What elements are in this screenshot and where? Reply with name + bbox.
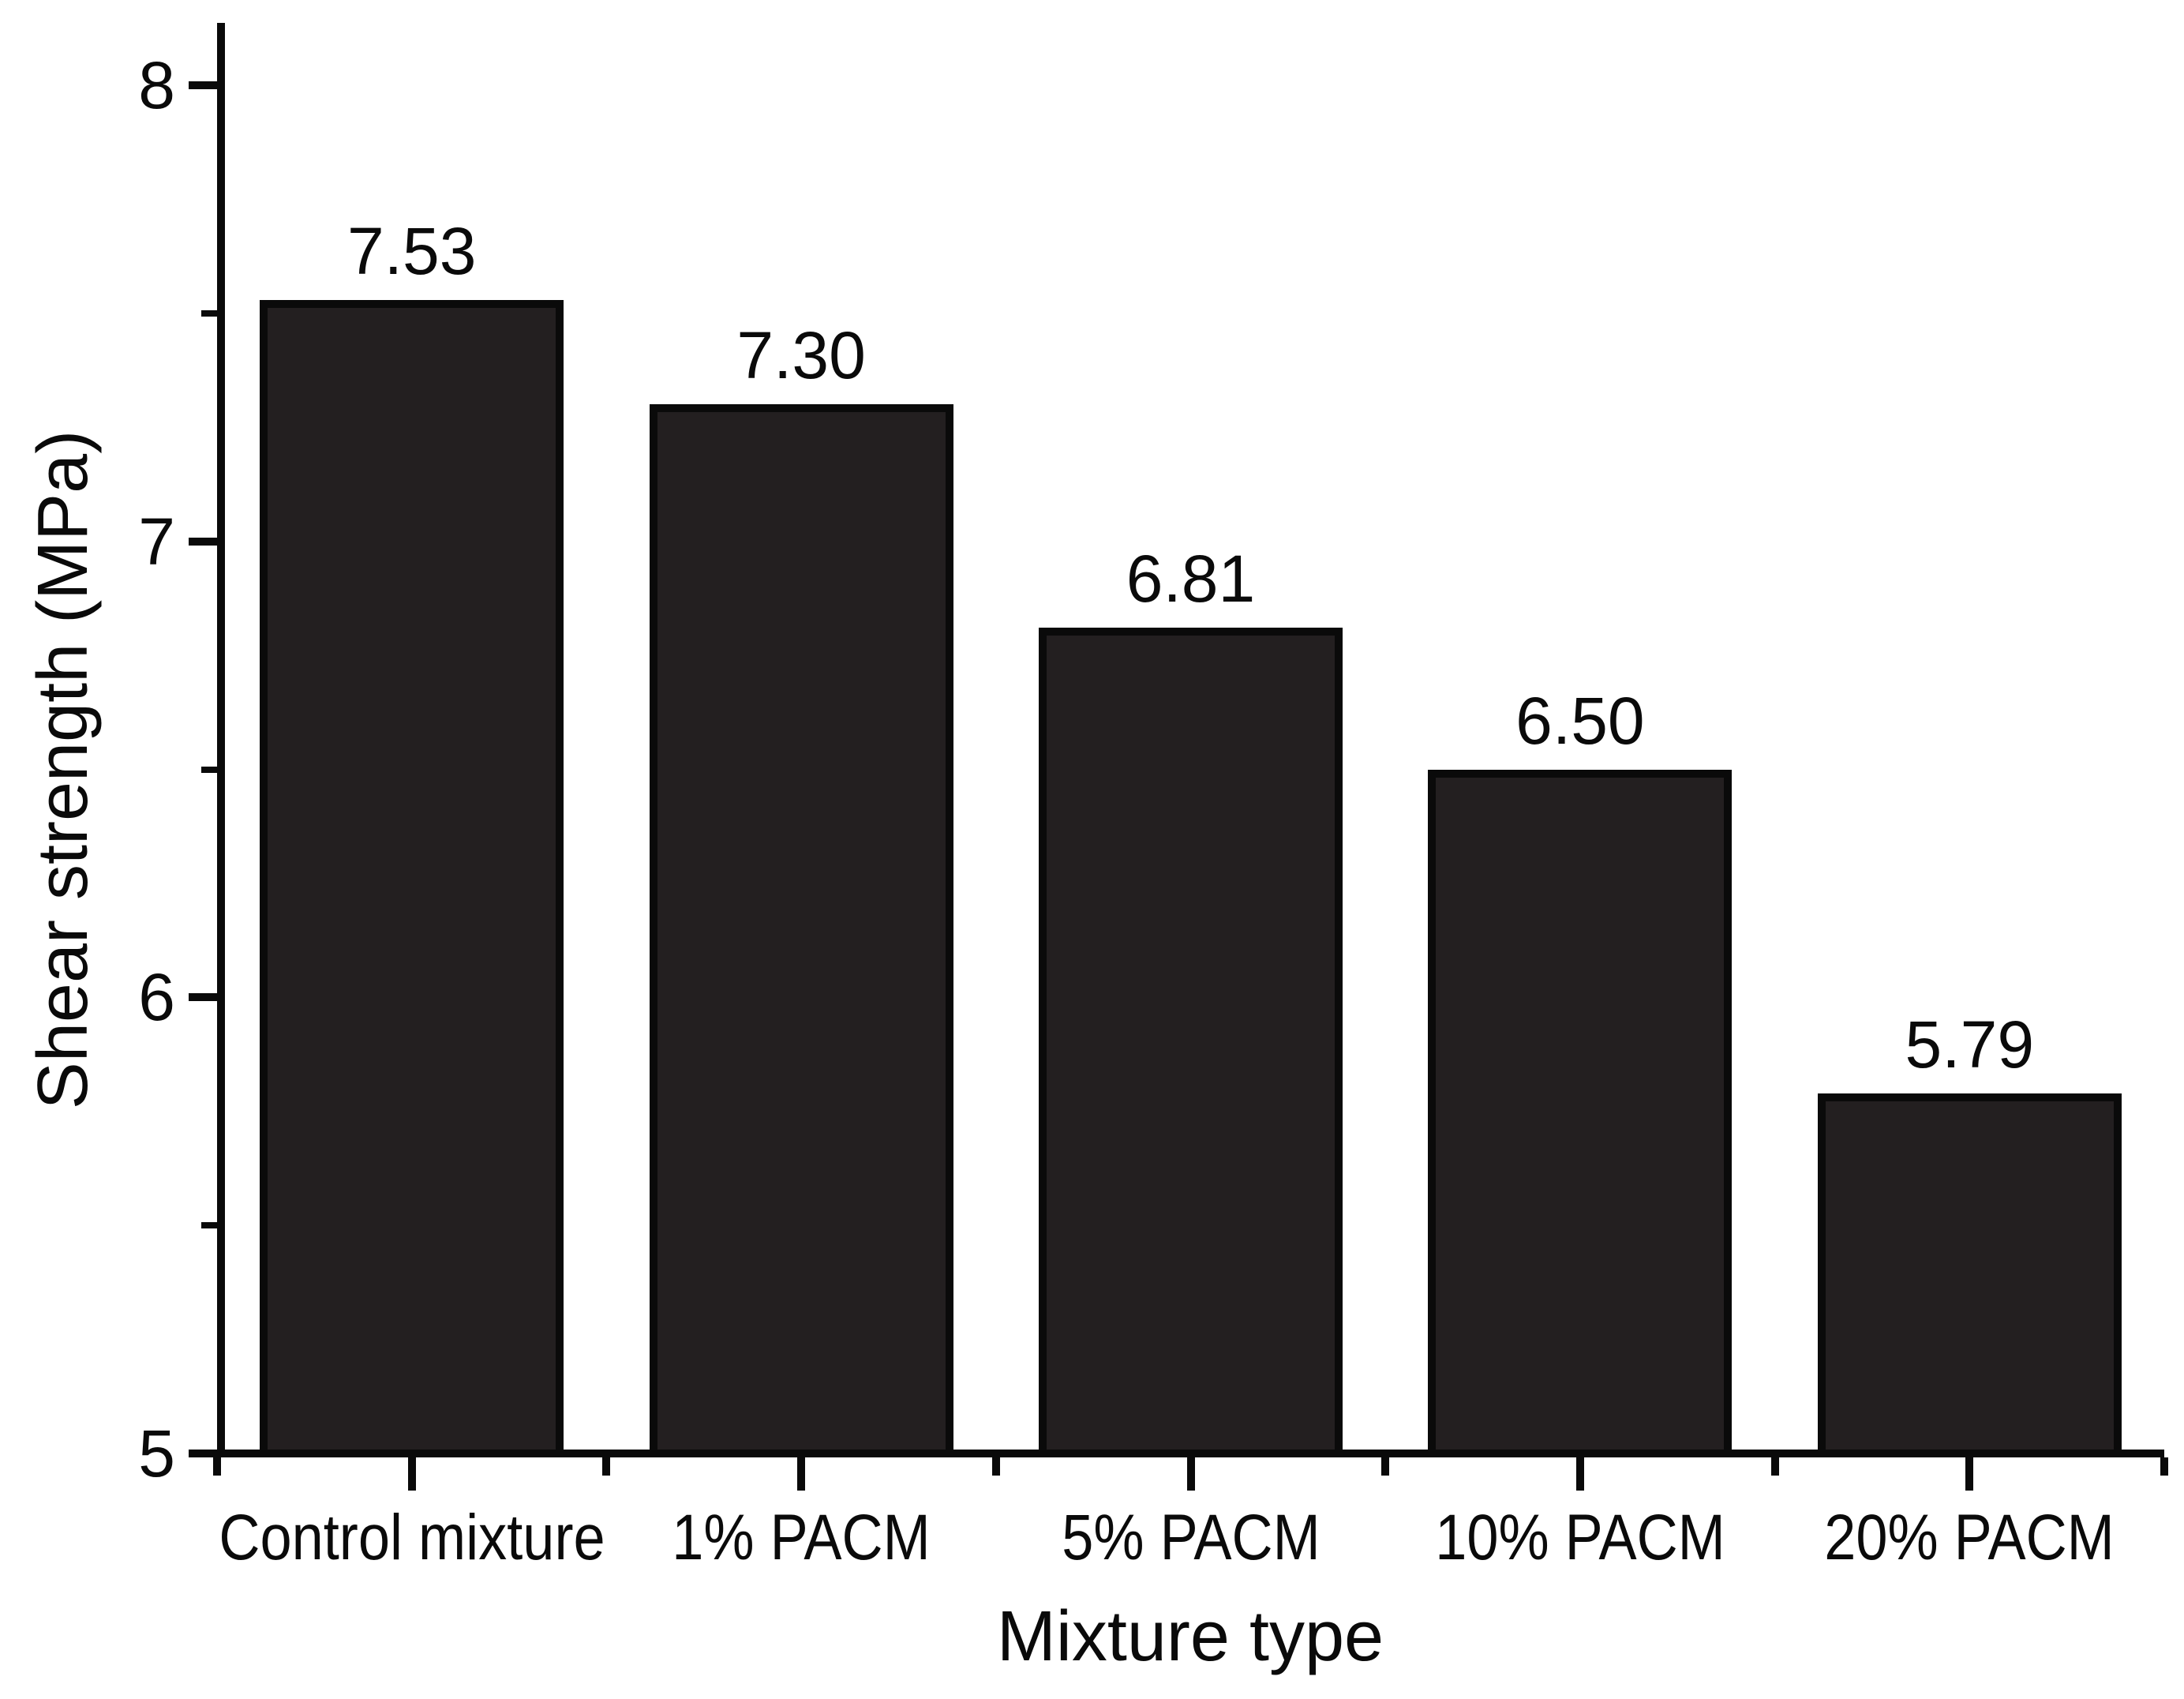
y-tick-label: 8 (138, 48, 175, 122)
y-tick-label: 7 (138, 504, 175, 579)
bar (1817, 1093, 2122, 1457)
y-axis-line (217, 23, 225, 1457)
y-tick-label: 6 (138, 960, 175, 1035)
x-category-label: 20% PACM (1824, 1502, 2115, 1573)
bar (1039, 628, 1343, 1457)
bar (1428, 769, 1733, 1457)
x-boundary-tick (1770, 1457, 1779, 1476)
y-minor-tick (201, 766, 217, 773)
x-major-tick (1575, 1457, 1584, 1491)
bar-value-label: 5.79 (1905, 1007, 2035, 1082)
x-major-tick (1186, 1457, 1195, 1491)
bar (649, 404, 953, 1457)
x-category-label: 1% PACM (672, 1502, 931, 1573)
x-boundary-tick (1381, 1457, 1390, 1476)
x-major-tick (797, 1457, 806, 1491)
y-minor-tick (201, 309, 217, 317)
bar-value-label: 7.30 (736, 318, 866, 393)
x-axis-title: Mixture type (996, 1597, 1384, 1676)
x-category-label: 5% PACM (1061, 1502, 1321, 1573)
x-boundary-tick (213, 1457, 221, 1476)
bar-value-label: 7.53 (347, 213, 477, 288)
y-major-tick (189, 1450, 217, 1457)
x-major-tick (1965, 1457, 1974, 1491)
x-boundary-tick (991, 1457, 1000, 1476)
y-minor-tick (201, 1222, 217, 1229)
y-major-tick (189, 81, 217, 89)
x-boundary-tick (602, 1457, 611, 1476)
x-category-label: Control mixture (219, 1502, 605, 1573)
x-boundary-tick (2160, 1457, 2168, 1476)
x-major-tick (407, 1457, 416, 1491)
y-tick-label: 5 (138, 1416, 175, 1491)
bar-value-label: 6.50 (1515, 683, 1645, 758)
bar (260, 299, 564, 1457)
x-category-label: 10% PACM (1435, 1502, 1725, 1573)
y-major-tick (189, 537, 217, 546)
y-major-tick (189, 993, 217, 1002)
y-axis-title: Shear strength (MPa) (24, 429, 103, 1110)
bar-value-label: 6.81 (1126, 542, 1256, 617)
